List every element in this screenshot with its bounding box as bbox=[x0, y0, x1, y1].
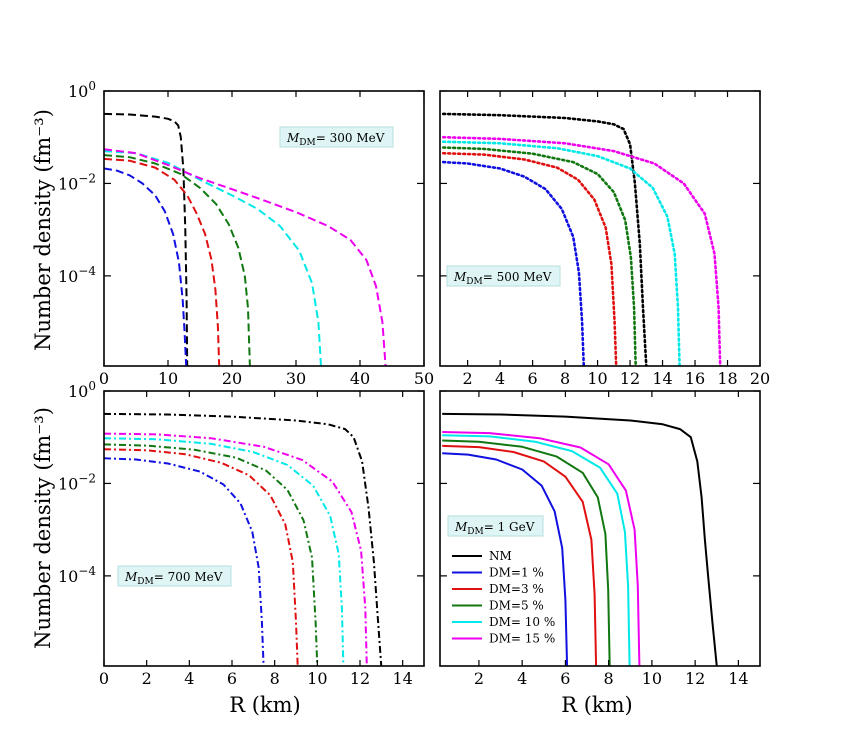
y-axis-label-top: Number density (fm⁻³) bbox=[31, 109, 55, 351]
series-line-nm bbox=[104, 412, 383, 666]
legend-label: DM=1 % bbox=[489, 566, 544, 580]
series-line-dm-3- bbox=[104, 448, 299, 666]
series-line-dm-15- bbox=[441, 135, 722, 366]
x-tick-label: 20 bbox=[750, 369, 770, 388]
annotation-background bbox=[447, 515, 544, 537]
x-tick-label: 0 bbox=[99, 669, 109, 688]
series-line-nm bbox=[104, 112, 189, 366]
series-line-dm-3- bbox=[442, 444, 598, 666]
x-tick-label: 8 bbox=[604, 669, 614, 688]
y-tick-label: 100 bbox=[68, 79, 96, 101]
legend-label: DM= 10 % bbox=[489, 615, 555, 629]
x-tick-label: 6 bbox=[560, 669, 570, 688]
panel-top-right: 2 4 6 8 10 12 14 16 18 20 MDM= 500 MeV bbox=[439, 90, 770, 388]
x-tick-label: 12 bbox=[620, 369, 640, 388]
series-line-dm-5- bbox=[104, 154, 251, 366]
x-tick-label: 4 bbox=[184, 669, 194, 688]
series-line-dm-1- bbox=[104, 457, 265, 666]
series-line-dm-3- bbox=[104, 157, 221, 366]
x-tick-label: 14 bbox=[392, 669, 412, 688]
annotation-box: MDM= 1 GeV bbox=[447, 515, 544, 537]
x-tick-label: 50 bbox=[414, 369, 434, 388]
series-line-dm-10- bbox=[104, 437, 345, 666]
series-line-dm-3- bbox=[441, 151, 618, 366]
x-tick-label: 10 bbox=[307, 669, 327, 688]
x-tick-label: 2 bbox=[142, 669, 152, 688]
legend-label: DM=5 % bbox=[489, 599, 544, 613]
x-tick-label: 8 bbox=[560, 369, 570, 388]
x-tick-label: 4 bbox=[517, 669, 527, 688]
x-tick-label: 20 bbox=[222, 369, 242, 388]
series-line-dm-15- bbox=[104, 148, 387, 366]
x-tick-label: 10 bbox=[158, 369, 178, 388]
annotation-background bbox=[117, 565, 232, 587]
series-line-dm-10- bbox=[442, 434, 631, 666]
series-group bbox=[104, 412, 383, 666]
legend: NM DM=1 % DM=3 % DM=5 % DM= 10 % DM= 15 % bbox=[452, 549, 555, 646]
annotation-label: MDM= 300 MeV bbox=[286, 131, 385, 148]
annotation-label: MDM= 500 MeV bbox=[453, 270, 552, 287]
x-tick-label: 10 bbox=[642, 669, 662, 688]
x-tick-label: 0 bbox=[99, 369, 109, 388]
legend-label: DM= 15 % bbox=[489, 632, 555, 646]
x-tick-label: 40 bbox=[350, 369, 370, 388]
series-group bbox=[104, 112, 387, 366]
x-tick-label: 14 bbox=[728, 669, 748, 688]
x-tick-label: 4 bbox=[495, 369, 505, 388]
series-group bbox=[442, 412, 718, 666]
series-line-dm-15- bbox=[442, 431, 641, 666]
series-line-dm-10- bbox=[441, 140, 681, 366]
x-tick-label: 10 bbox=[587, 369, 607, 388]
x-axis-label-left: R (km) bbox=[229, 693, 301, 717]
annotation-background bbox=[446, 265, 561, 287]
y-tick-label: 100 bbox=[68, 379, 96, 401]
plot-frame bbox=[103, 390, 425, 667]
y-tick-label: 10−2 bbox=[58, 171, 96, 193]
series-line-nm bbox=[442, 412, 718, 666]
annotation-label: MDM= 700 MeV bbox=[124, 570, 223, 587]
annotation-label: MDM= 1 GeV bbox=[454, 520, 535, 537]
annotation-box: MDM= 500 MeV bbox=[446, 265, 561, 287]
x-tick-label: 14 bbox=[652, 369, 672, 388]
legend-label: DM=3 % bbox=[489, 582, 544, 596]
y-axis-label-bottom: Number density (fm⁻³) bbox=[31, 407, 55, 649]
x-tick-label: 30 bbox=[286, 369, 306, 388]
x-tick-label: 12 bbox=[685, 669, 705, 688]
x-tick-label: 16 bbox=[685, 369, 705, 388]
x-tick-label: 2 bbox=[474, 669, 484, 688]
plot-frame bbox=[439, 90, 761, 367]
annotation-background bbox=[279, 126, 394, 148]
annotation-box: MDM= 700 MeV bbox=[117, 565, 232, 587]
series-group bbox=[441, 112, 722, 366]
series-line-dm-10- bbox=[104, 150, 322, 366]
panel-bottom-right: 2 4 6 8 10 12 14 MDM= 1 GeV NM DM=1 % DM=3 % DM=5 %… bbox=[439, 390, 761, 688]
series-line-dm-5- bbox=[104, 443, 319, 666]
x-tick-label: 18 bbox=[717, 369, 737, 388]
series-line-dm-15- bbox=[104, 432, 368, 666]
x-tick-label: 2 bbox=[463, 369, 473, 388]
plot-frame bbox=[103, 90, 425, 367]
x-tick-label: 12 bbox=[350, 669, 370, 688]
series-line-dm-5- bbox=[442, 439, 611, 666]
x-tick-label: 8 bbox=[270, 669, 280, 688]
x-tick-label: 6 bbox=[227, 669, 237, 688]
x-tick-label: 6 bbox=[527, 369, 537, 388]
annotation-box: MDM= 300 MeV bbox=[279, 126, 394, 148]
legend-label: NM bbox=[489, 549, 512, 563]
y-tick-label: 10−2 bbox=[58, 471, 96, 493]
series-line-dm-5- bbox=[441, 146, 637, 366]
series-line-nm bbox=[441, 112, 648, 366]
plot-frame bbox=[439, 390, 761, 667]
x-axis-label-right: R (km) bbox=[561, 693, 633, 717]
y-tick-label: 10−4 bbox=[58, 264, 96, 286]
series-line-dm-1- bbox=[104, 167, 188, 366]
panel-top-left: 0 10 20 30 40 50 100 10−2 10−4 MDM= 300 MeV bbox=[58, 79, 434, 388]
panel-bottom-left: 0 2 4 6 8 10 12 14 100 10−2 10−4 MDM= 700 MeV bbox=[58, 379, 425, 688]
y-tick-label: 10−4 bbox=[58, 564, 96, 586]
series-line-dm-1- bbox=[441, 160, 586, 366]
series-line-dm-1- bbox=[442, 452, 569, 666]
